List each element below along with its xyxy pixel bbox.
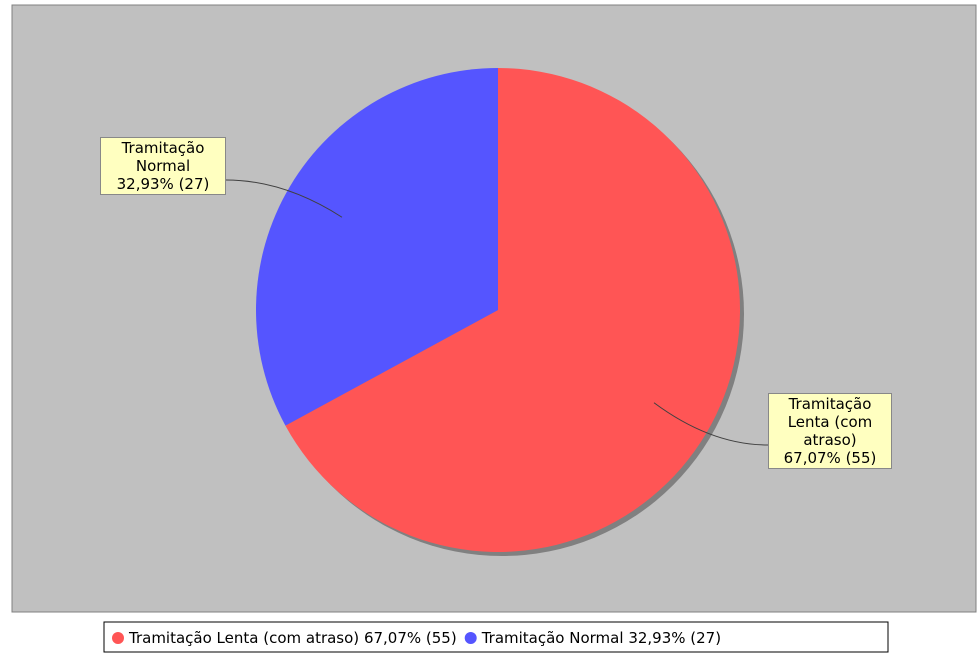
label-box: Tramitação Normal 32,93% (27) (100, 137, 226, 195)
legend-category: Tramitação Normal (481, 629, 624, 647)
pie-slice (285, 68, 741, 552)
legend-value: 67,07% (55) (364, 629, 457, 647)
label-category: Tramitação Lenta (com atraso) (787, 395, 873, 449)
legend-swatch (464, 632, 477, 644)
pie-slice (255, 68, 498, 426)
label-category: Tramitação Normal (121, 139, 205, 175)
legend-label: Tramitação Lenta (com atraso) 67,07% (55… (128, 629, 457, 647)
legend (103, 621, 889, 653)
legend-value: 32,93% (27) (628, 629, 721, 647)
label-connector (225, 179, 343, 218)
legend-label: Tramitação Normal 32,93% (27) (481, 629, 721, 647)
label-value: 32,93% (27) (116, 175, 210, 193)
label-connector (653, 402, 769, 446)
legend-category: Tramitação Lenta (com atraso) (128, 629, 359, 647)
legend-swatch (112, 632, 124, 644)
label-value: 67,07% (55) (783, 449, 877, 467)
slice-label: Tramitação Lenta (com atraso)67,07% (55) (768, 393, 892, 469)
label-box: Tramitação Lenta (com atraso) 67,07% (55) (768, 393, 892, 469)
